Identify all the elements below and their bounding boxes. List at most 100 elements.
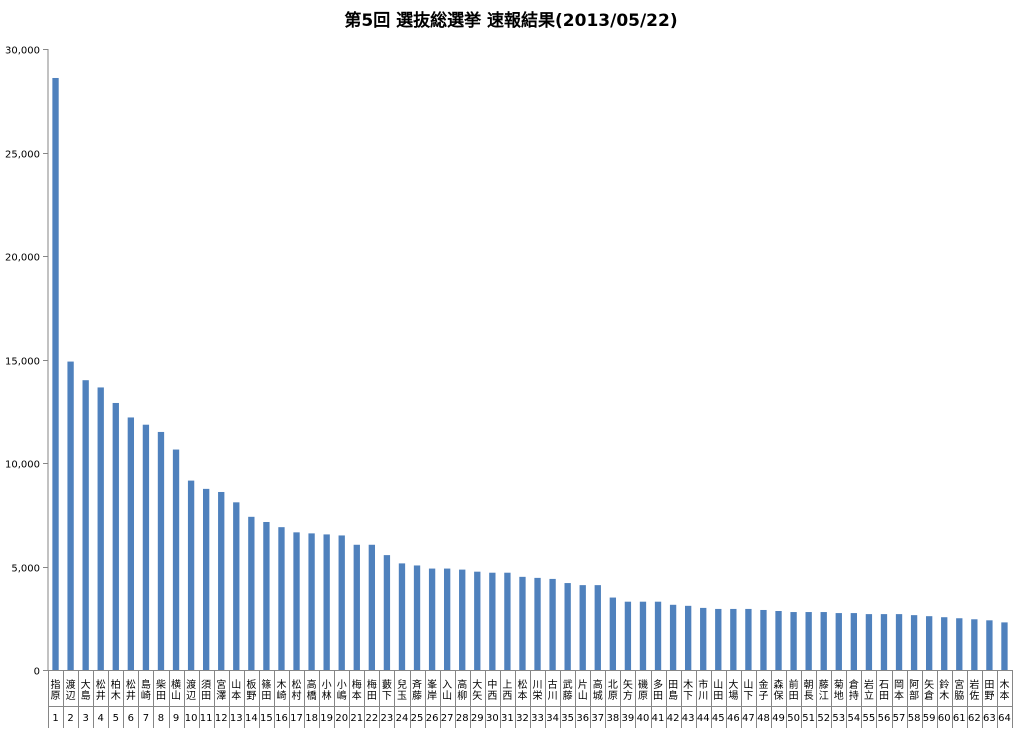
x-category-label: 山本 (231, 679, 241, 702)
bar (986, 620, 993, 670)
x-category-label: 松井 (96, 678, 106, 702)
x-category-label: 藪下 (382, 678, 392, 702)
bar (624, 601, 632, 670)
svg-text:木: 木 (683, 679, 693, 691)
x-category-label: 横山 (171, 678, 181, 702)
svg-text:北: 北 (608, 679, 618, 691)
x-rank-label: 13 (230, 713, 243, 724)
x-category-label: 岩立 (864, 678, 874, 702)
svg-text:嶋: 嶋 (337, 689, 347, 702)
x-rank-label: 9 (173, 713, 179, 724)
x-category-label: 石田 (879, 680, 889, 702)
svg-text:下: 下 (382, 691, 392, 702)
svg-text:松: 松 (96, 678, 106, 691)
x-rank-label: 59 (923, 713, 936, 724)
bar (459, 569, 466, 670)
bar (564, 583, 571, 670)
svg-text:長: 長 (804, 690, 814, 702)
svg-text:峯: 峯 (427, 679, 437, 691)
svg-text:川: 川 (698, 691, 708, 702)
svg-text:西: 西 (487, 691, 497, 702)
x-category-label: 須田 (201, 679, 211, 702)
bars (52, 77, 1008, 671)
x-rank-label: 51 (802, 713, 815, 724)
x-category-label: 高橋 (307, 678, 317, 702)
svg-text:橋: 橋 (307, 689, 317, 702)
svg-text:宮: 宮 (216, 678, 226, 691)
x-rank-label: 16 (275, 713, 288, 724)
svg-text:金: 金 (758, 678, 768, 691)
svg-text:森: 森 (774, 678, 784, 691)
bar (323, 534, 330, 670)
svg-text:田: 田 (668, 680, 678, 691)
bar (278, 527, 285, 670)
bar (368, 544, 376, 670)
svg-text:矢: 矢 (924, 678, 934, 691)
svg-text:木: 木 (276, 679, 286, 691)
x-category-label: 兒玉 (397, 679, 407, 702)
x-rank-label: 50 (787, 713, 800, 724)
x-category-label: 板野 (246, 678, 256, 702)
bar (941, 617, 948, 670)
x-category-label: 菊地 (834, 679, 844, 702)
bar (925, 616, 933, 670)
bar (248, 516, 255, 670)
bar (413, 565, 421, 670)
svg-text:阿: 阿 (909, 679, 919, 691)
x-rank-label: 48 (757, 713, 770, 724)
x-rank-label: 25 (411, 713, 424, 724)
bar (865, 614, 873, 670)
svg-text:原: 原 (51, 690, 61, 702)
svg-text:渡: 渡 (186, 678, 196, 691)
svg-text:柴: 柴 (156, 678, 166, 691)
x-category-label: 磯原 (638, 678, 648, 702)
x-rank-label: 58 (908, 713, 921, 724)
x-rank-label: 17 (290, 713, 303, 724)
svg-text:島: 島 (141, 678, 151, 691)
bar (971, 619, 978, 670)
bar (910, 615, 918, 670)
x-category-label: 阿部 (909, 679, 919, 702)
svg-text:山: 山 (171, 690, 181, 702)
bar (549, 578, 556, 670)
bar (474, 571, 481, 670)
svg-text:高: 高 (457, 678, 467, 691)
x-rank-label: 36 (576, 713, 589, 724)
bar (202, 488, 210, 670)
x-rank-label: 61 (953, 713, 966, 724)
y-tick-label: 25,000 (5, 150, 40, 161)
svg-text:大: 大 (728, 678, 738, 691)
bar (338, 535, 345, 670)
x-rank-label: 3 (82, 713, 88, 724)
x-category-label: 田野 (984, 680, 994, 702)
y-tick-label: 15,000 (5, 357, 40, 368)
svg-text:松: 松 (292, 678, 302, 691)
y-tick-label: 20,000 (5, 253, 40, 264)
x-rank-label: 38 (606, 713, 619, 724)
svg-text:澤: 澤 (216, 690, 226, 702)
svg-text:野: 野 (246, 690, 256, 702)
svg-text:西: 西 (502, 691, 512, 702)
x-category-label: 北原 (608, 679, 618, 702)
bar (218, 491, 225, 670)
x-rank-label: 19 (320, 713, 333, 724)
svg-text:上: 上 (502, 679, 512, 691)
y-tick-label: 5,000 (11, 564, 40, 575)
svg-text:田: 田 (879, 691, 889, 702)
x-rank-label: 49 (772, 713, 785, 724)
x-rank-label: 32 (516, 713, 529, 724)
bar (443, 568, 451, 670)
x-rank-label: 47 (742, 713, 755, 724)
svg-text:崎: 崎 (141, 689, 151, 702)
x-rank-label: 15 (260, 713, 273, 724)
x-rank-label: 18 (305, 713, 318, 724)
svg-text:矢: 矢 (472, 689, 482, 702)
bar (594, 585, 601, 670)
bar (684, 605, 692, 670)
x-rank-label: 24 (396, 713, 409, 724)
bar (489, 572, 496, 670)
x-category-label: 岩佐 (969, 678, 979, 702)
x-rank-label: 2 (67, 713, 73, 724)
x-category-label: 川栄 (533, 680, 543, 702)
